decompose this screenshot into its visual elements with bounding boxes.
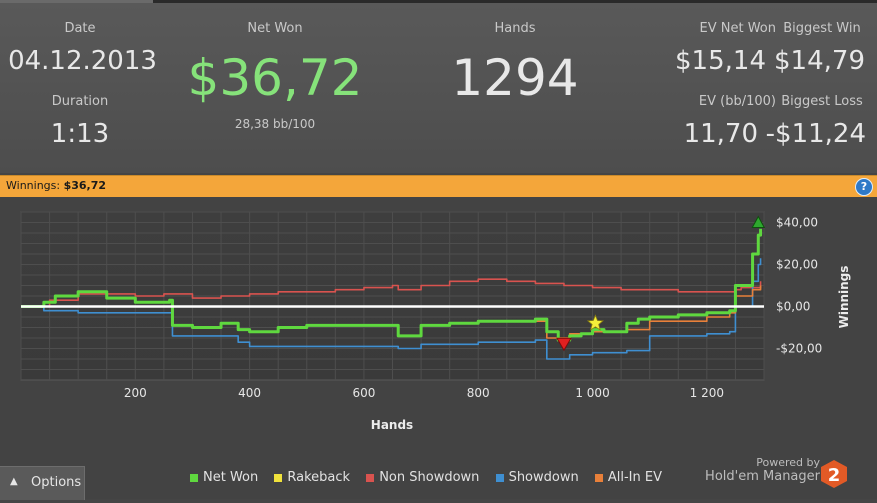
legend-item-showdown[interactable]: Showdown [495,470,579,485]
legend-swatch-net-won [190,473,198,482]
y-tick-label: -$20,00 [776,342,822,356]
product-name: Hold'em Manager [705,469,820,484]
chevron-up-icon: ▲ [10,476,18,487]
biggest-loss-value: -$11,24 [765,119,866,149]
x-tick-labels: 200 400 600 800 1 000 1 200 [124,386,724,400]
legend-item-rakeback[interactable]: Rakeback [274,470,350,485]
ev-bb-label: EV (bb/100) [698,94,776,109]
holdem-manager-logo-icon: 2 [821,460,847,488]
legend-label-allin-ev: All-In EV [607,470,662,485]
legend-swatch-showdown [495,473,504,482]
markers-layer [556,215,766,352]
yellow-star-icon [586,314,605,331]
legend-label-net-won: Net Won [203,470,259,485]
winnings-chart: 200 400 600 800 1 000 1 200 $40,00 $20,00 $0,00… [20,211,851,432]
x-axis-title: Hands [371,418,413,432]
duration-value: 1:13 [50,119,110,149]
hands-label: Hands [494,21,536,36]
date-label: Date [64,21,96,36]
legend-swatch-non-showdown [366,473,375,482]
series-layer [21,228,763,360]
red-triangle-down-icon [556,337,572,352]
legend-swatch-allin-ev [594,473,603,482]
x-tick-label: 600 [352,386,375,400]
series-line-non-showdown [21,278,762,308]
winnings-label: Winnings: [6,179,61,192]
legend-item-allin-ev[interactable]: All-In EV [594,470,662,485]
window-top-strip [0,0,877,3]
legend-label-non-showdown: Non Showdown [379,470,480,485]
winnings-summary: Winnings: $36,72 [6,179,106,192]
date-value: 04.12.2013 [8,46,157,76]
series-line-net-won [21,228,763,342]
y-tick-label: $0,00 [776,300,810,314]
winnings-value: $36,72 [63,179,107,192]
session-stats-panel: Date 04.12.2013 Duration 1:13 Net Won $3… [0,3,877,173]
svg-text:2: 2 [828,465,841,486]
y-axis-title: Winnings [837,266,851,329]
powered-by-branding: Powered by Hold'em Manager [700,456,820,484]
help-icon[interactable]: ? [855,178,873,196]
net-won-value: $36,72 [187,49,363,107]
net-won-label: Net Won [247,21,303,36]
biggest-loss-label: Biggest Loss [781,94,863,109]
x-tick-label: 200 [124,386,147,400]
legend-label-rakeback: Rakeback [287,470,351,485]
y-tick-label: $40,00 [776,216,818,230]
x-tick-label: 1 000 [575,386,609,400]
hands-value: 1294 [451,49,579,107]
ev-net-won-value: $15,14 [675,46,766,76]
y-tick-labels: $40,00 $20,00 $0,00 -$20,00 [776,216,822,356]
biggest-win-label: Biggest Win [783,21,861,36]
duration-label: Duration [51,94,109,109]
y-tick-label: $20,00 [776,258,818,272]
legend-label-showdown: Showdown [508,470,579,485]
winnings-bar: Winnings: $36,72 ? [0,175,877,198]
legend-item-non-showdown[interactable]: Non Showdown [366,470,479,485]
legend-item-net-won[interactable]: Net Won [190,470,258,485]
options-label: Options [31,475,82,490]
series-line-showdown [21,258,762,360]
bb-per-100: 28,38 bb/100 [234,117,316,131]
winnings-chart-panel: 200 400 600 800 1 000 1 200 $40,00 $20,00 $0,00… [0,197,877,499]
chart-legend: Net Won Rakeback Non Showdown Showdown A… [190,470,674,485]
active-tab-indicator[interactable] [0,0,153,3]
options-button[interactable]: ▲ Options [0,466,85,500]
x-tick-label: 400 [238,386,261,400]
ev-net-won-label: EV Net Won [699,21,776,36]
ev-bb-value: 11,70 [683,119,758,149]
x-tick-label: 800 [467,386,490,400]
legend-swatch-rakeback [274,473,283,482]
powered-by-text: Powered by [756,456,820,469]
x-tick-label: 1 200 [690,386,724,400]
biggest-win-value: $14,79 [774,46,865,76]
green-triangle-up-icon [751,215,766,228]
